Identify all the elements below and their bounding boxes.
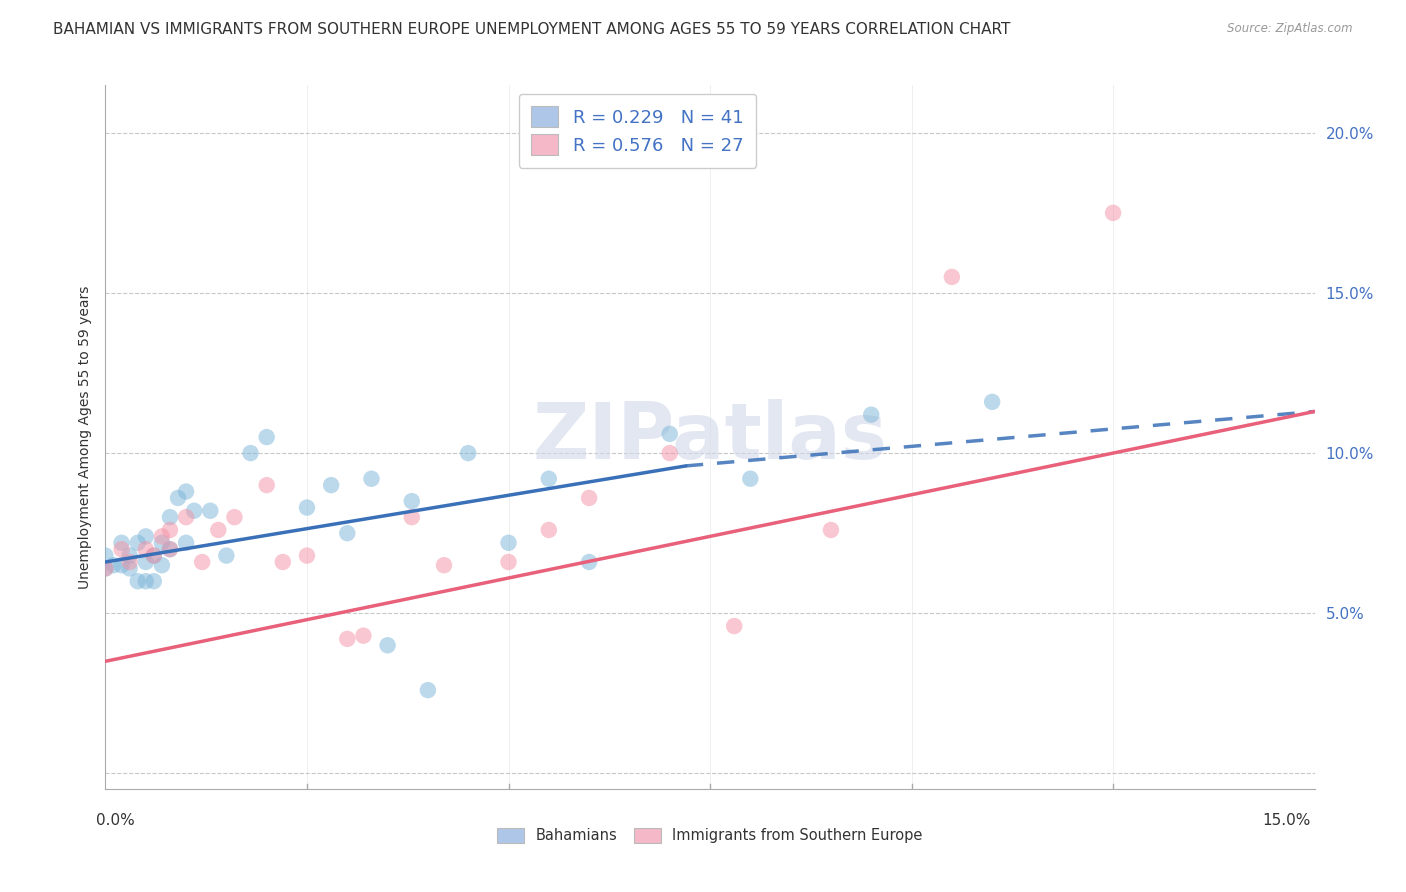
Point (860, 408, 883, 422)
Text: BAHAMIAN VS IMMIGRANTS FROM SOUTHERN EUROPE UNEMPLOYMENT AMONG AGES 55 TO 59 YEA: BAHAMIAN VS IMMIGRANTS FROM SOUTHERN EUR… (53, 22, 1011, 37)
Point (941, 269, 963, 284)
Point (537, 472, 560, 486)
Point (578, 491, 600, 505)
Point (127, 535, 149, 549)
Point (142, 574, 165, 589)
Point (159, 542, 181, 557)
Point (336, 632, 359, 646)
Point (658, 426, 681, 441)
Point (150, 535, 173, 549)
Point (295, 500, 318, 515)
Point (740, 472, 762, 486)
Point (433, 558, 456, 573)
Point (150, 529, 173, 543)
Point (118, 555, 141, 569)
Point (127, 574, 149, 589)
Point (498, 555, 520, 569)
Point (110, 558, 132, 573)
Point (457, 446, 479, 460)
Point (118, 549, 141, 563)
Point (352, 629, 374, 643)
Point (183, 504, 205, 518)
Text: 0.0%: 0.0% (96, 814, 135, 828)
Point (159, 523, 181, 537)
Point (224, 510, 246, 524)
Point (94, 549, 117, 563)
Point (401, 494, 423, 508)
Point (200, 504, 222, 518)
Point (174, 484, 197, 499)
Point (103, 558, 125, 573)
Point (537, 523, 560, 537)
Point (401, 510, 423, 524)
Point (135, 555, 157, 569)
Point (191, 555, 214, 569)
Point (110, 542, 132, 557)
Point (159, 542, 181, 557)
Point (658, 446, 681, 460)
Point (239, 446, 262, 460)
Point (110, 535, 132, 549)
Legend: Bahamians, Immigrants from Southern Europe: Bahamians, Immigrants from Southern Euro… (492, 822, 928, 849)
Point (336, 526, 359, 541)
Point (578, 555, 600, 569)
Point (360, 472, 382, 486)
Point (135, 529, 157, 543)
Point (150, 558, 173, 573)
Point (135, 542, 157, 557)
Point (174, 535, 197, 549)
Point (295, 549, 318, 563)
Point (142, 549, 165, 563)
Point (271, 555, 294, 569)
Point (135, 574, 157, 589)
Point (94, 561, 117, 575)
Point (416, 683, 439, 698)
Point (174, 510, 197, 524)
Point (256, 430, 278, 444)
Point (167, 491, 190, 505)
Point (215, 549, 238, 563)
Text: Source: ZipAtlas.com: Source: ZipAtlas.com (1227, 22, 1353, 36)
Point (1102, 206, 1125, 220)
Point (118, 561, 141, 575)
Point (159, 510, 181, 524)
Point (498, 535, 520, 549)
Point (207, 523, 229, 537)
Text: ZIPatlas: ZIPatlas (533, 399, 887, 475)
Point (981, 394, 1004, 409)
Point (256, 478, 278, 492)
Point (321, 478, 343, 492)
Point (820, 523, 842, 537)
Point (377, 638, 399, 652)
Point (94, 561, 117, 575)
Point (142, 549, 165, 563)
Text: 15.0%: 15.0% (1263, 814, 1310, 828)
Point (723, 619, 745, 633)
Y-axis label: Unemployment Among Ages 55 to 59 years: Unemployment Among Ages 55 to 59 years (77, 285, 91, 589)
